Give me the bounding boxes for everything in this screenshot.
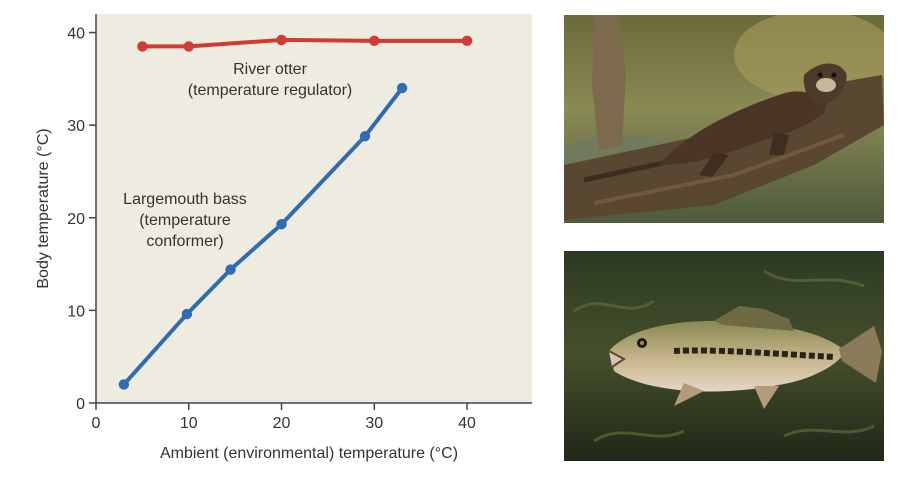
x-tick-label: 20 bbox=[273, 415, 291, 432]
bass-series-line bbox=[121, 86, 405, 387]
bass-data-point bbox=[276, 219, 287, 230]
bass-series-label: conformer) bbox=[146, 233, 223, 250]
x-tick-label: 10 bbox=[180, 415, 198, 432]
y-tick-label: 40 bbox=[67, 26, 85, 43]
plot-area bbox=[96, 14, 532, 403]
otter-series-label: (temperature regulator) bbox=[188, 82, 353, 99]
otter-series-label: River otter bbox=[233, 61, 307, 78]
bass-data-point bbox=[359, 131, 371, 142]
bass-data-point bbox=[181, 308, 193, 320]
y-tick-label: 0 bbox=[76, 396, 85, 413]
otter-data-point bbox=[183, 41, 194, 52]
y-tick-label: 10 bbox=[67, 303, 85, 320]
y-axis-label: Body temperature (°C) bbox=[35, 128, 52, 288]
river-otter-photo bbox=[564, 15, 884, 223]
otter-data-point bbox=[137, 41, 148, 52]
bass-data-point bbox=[396, 82, 408, 94]
largemouth-bass-photo bbox=[564, 251, 884, 461]
x-tick-label: 30 bbox=[365, 415, 383, 432]
otter-data-point bbox=[369, 35, 380, 47]
bass-series-label: Largemouth bass bbox=[123, 191, 247, 208]
x-tick-label: 40 bbox=[458, 415, 476, 432]
bass-data-point bbox=[225, 264, 236, 275]
otter-data-point bbox=[461, 35, 473, 47]
x-axis-label: Ambient (environmental) temperature (°C) bbox=[160, 445, 458, 462]
y-tick-label: 20 bbox=[67, 211, 85, 228]
bass-series-label: (temperature bbox=[139, 212, 231, 229]
bass-data-point bbox=[118, 379, 130, 390]
chart-panel: 0 10 20 30 40 0 10 20 30 40 Ambient (environmental… bbox=[35, 14, 532, 462]
otter-data-point bbox=[276, 34, 287, 46]
y-tick-label: 30 bbox=[67, 118, 85, 135]
x-tick-label: 0 bbox=[92, 415, 101, 432]
